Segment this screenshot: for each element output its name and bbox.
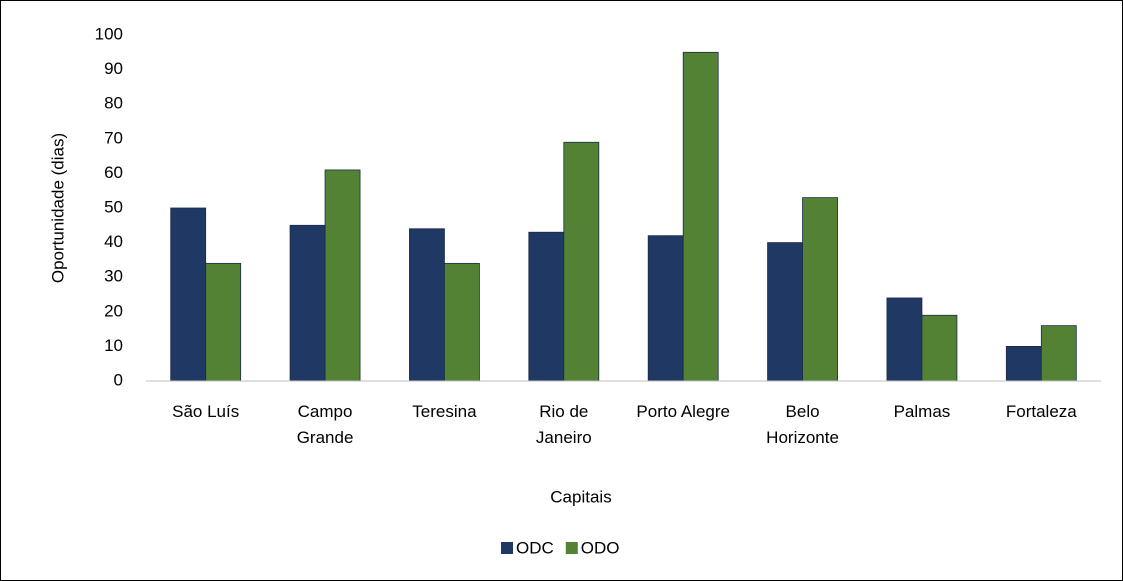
x-tick-label: Fortaleza [1005,402,1077,421]
y-tick-label: 0 [114,370,123,389]
legend-label: ODO [581,538,620,557]
y-tick-label: 100 [95,24,123,43]
bar [1040,325,1077,382]
bar [921,314,958,382]
bar [170,207,207,382]
x-tick-label: Belo Horizonte [766,402,839,447]
x-tick-label: São Luís [172,402,240,421]
y-tick-label: 20 [104,301,123,320]
legend-label: ODC [516,538,554,557]
legend-swatch [565,542,578,554]
x-axis-title: Capitais [550,487,611,506]
x-tick-label: Porto Alegre [636,402,730,421]
y-tick-label: 50 [104,197,123,216]
bar [289,224,326,382]
bar [563,141,600,382]
bar [1005,345,1042,382]
y-tick-label: 90 [104,59,123,78]
y-tick-label: 80 [104,94,123,113]
bar [682,51,719,382]
bar [444,262,480,382]
bar [647,235,684,382]
y-tick-label: 70 [104,128,123,147]
x-tick-label: Campo Grande [296,402,354,447]
legend-swatch [501,542,513,554]
x-tick-label: Rio de Janeiro [535,402,592,447]
bar [205,262,242,382]
y-tick-label: 30 [104,267,123,286]
bar [324,169,361,382]
bar [767,242,803,382]
x-tick-label: Palmas [893,402,951,421]
bar [802,197,838,382]
x-tick-label: Teresina [412,402,477,421]
bar [528,231,565,382]
bar [886,297,923,382]
y-tick-label: 40 [104,232,123,251]
y-tick-label: 60 [104,163,123,182]
y-axis-title: Oportunidade (dias) [48,133,67,283]
y-tick-label: 10 [104,336,123,355]
bar [409,228,445,382]
